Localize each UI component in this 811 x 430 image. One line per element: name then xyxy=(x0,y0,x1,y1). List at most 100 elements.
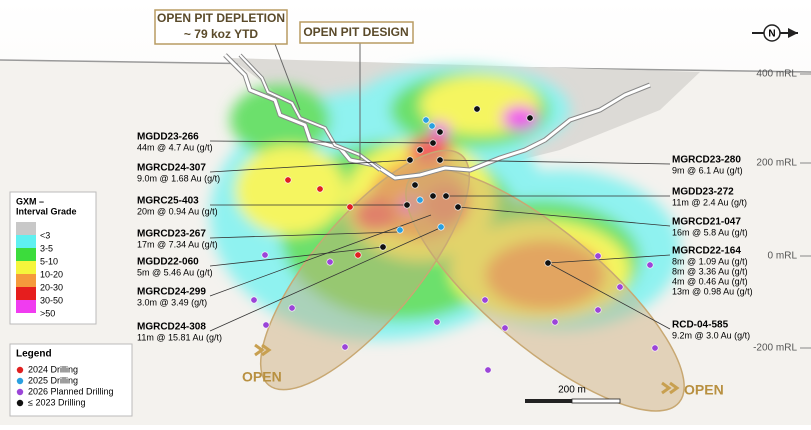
drill-hole xyxy=(288,304,296,312)
legend-dot xyxy=(16,366,24,374)
drill-hole xyxy=(442,192,450,200)
leader xyxy=(547,254,671,264)
drill-hole xyxy=(416,196,424,204)
leader xyxy=(209,231,399,239)
drill-hole xyxy=(484,366,492,374)
hole-intercept: 4m @ 0.46 Au (g/t) xyxy=(672,276,748,286)
drill-hole xyxy=(316,185,324,193)
drill-hole xyxy=(416,146,424,154)
drill-hole xyxy=(428,122,436,130)
leader xyxy=(209,227,441,332)
north-arrow: N xyxy=(752,24,798,42)
elevations: 400 mRL 200 mRL 0 mRL -200 mRL xyxy=(753,69,811,354)
drill-hole xyxy=(454,203,462,211)
grade-class: 30-50 xyxy=(40,295,63,305)
leader xyxy=(209,159,411,173)
drill-hole xyxy=(346,203,354,211)
leader xyxy=(547,262,671,330)
legend-dot xyxy=(16,399,24,407)
legend-box xyxy=(9,343,133,417)
design-label: OPEN PIT DESIGN xyxy=(303,25,408,39)
legend-label: 2024 Drilling xyxy=(28,364,78,374)
drill-holes xyxy=(250,105,659,374)
elevation-label: 400 mRL xyxy=(756,69,797,80)
grade-class: 10-20 xyxy=(40,269,63,279)
drill-hole xyxy=(411,181,419,189)
legend-dot xyxy=(16,388,24,396)
grade-class: >50 xyxy=(40,308,55,318)
hole-intercept: 20m @ 0.94 Au (g/t) xyxy=(137,206,218,216)
leader xyxy=(209,140,434,144)
grade-swatch xyxy=(16,248,36,261)
drill-hole xyxy=(261,251,269,259)
drill-hole xyxy=(250,296,258,304)
hole-intercept: 17m @ 7.34 Au (g/t) xyxy=(137,239,218,249)
open-label: OPEN xyxy=(684,382,724,398)
drill-hole xyxy=(326,258,334,266)
grade-legend-title: Interval Grade xyxy=(16,206,77,216)
hole-name: MGRCD21-047 xyxy=(672,217,741,228)
drill-hole xyxy=(433,318,441,326)
legend-label: 2026 Planned Drilling xyxy=(28,386,114,396)
drill-hole xyxy=(403,201,411,209)
drill-hole xyxy=(437,223,445,231)
drill-hole xyxy=(436,128,444,136)
drill-hole xyxy=(616,283,624,291)
scale-bar: 200 m xyxy=(525,385,621,404)
hole-intercept: 9.0m @ 1.68 Au (g/t) xyxy=(137,173,220,183)
hole-intercept: 44m @ 4.7 Au (g/t) xyxy=(137,142,213,152)
hole-intercept: 9m @ 6.1 Au (g/t) xyxy=(672,165,743,175)
hole-name: MGRCD23-280 xyxy=(672,155,741,166)
drill-hole xyxy=(429,139,437,147)
hole-intercept: 8m @ 1.09 Au (g/t) xyxy=(672,256,748,266)
hole-intercept: 5m @ 5.46 Au (g/t) xyxy=(137,267,213,277)
hole-intercept: 8m @ 3.36 Au (g/t) xyxy=(672,266,748,276)
hole-name: MGRC25-403 xyxy=(137,196,199,207)
design-box xyxy=(299,21,414,44)
hole-name: MGDD23-266 xyxy=(137,132,199,143)
depletion-label: OPEN PIT DEPLETION xyxy=(157,11,285,25)
grade-swatch xyxy=(16,287,36,300)
drill-hole xyxy=(396,226,404,234)
grade-swatch xyxy=(16,222,36,235)
leader xyxy=(457,206,671,227)
drill-hole xyxy=(341,343,349,351)
leader xyxy=(274,43,301,111)
grade-class: <3 xyxy=(40,230,50,240)
leader xyxy=(439,159,671,165)
hole-name: MGRCD24-307 xyxy=(137,163,206,174)
hole-name: MGRCD22-164 xyxy=(672,246,741,257)
drill-hole xyxy=(594,306,602,314)
drill-hole xyxy=(481,296,489,304)
grade-swatch xyxy=(16,261,36,274)
hole-intercept: 13m @ 0.98 Au (g/t) xyxy=(672,286,753,296)
drill-hole xyxy=(646,261,654,269)
legend-label: 2025 Drilling xyxy=(28,375,78,385)
grade-class: 3-5 xyxy=(40,243,53,253)
drill-hole xyxy=(651,344,659,352)
grade-class: 20-30 xyxy=(40,282,63,292)
hole-name: MGRCD23-267 xyxy=(137,229,206,240)
drill-hole xyxy=(262,321,270,329)
drill-hole xyxy=(594,252,602,260)
grade-class: 5-10 xyxy=(40,256,58,266)
drill-hole xyxy=(422,116,430,124)
drill-hole xyxy=(436,156,444,164)
drill-hole xyxy=(473,105,481,113)
grade-swatch xyxy=(16,235,36,248)
drill-hole xyxy=(284,176,292,184)
pit-outline xyxy=(223,53,651,181)
grade-legend: GXM –Interval Grade <3 3-5 5-10 10-20 20-30 30… xyxy=(16,196,77,318)
hole-intercept: 3.0m @ 3.49 (g/t) xyxy=(137,297,207,307)
depletion-label: ~ 79 koz YTD xyxy=(184,27,258,41)
elevation-label: 0 mRL xyxy=(768,251,798,262)
open-label: OPEN xyxy=(242,369,282,385)
hole-name: MGRCD24-308 xyxy=(137,322,206,333)
drill-hole xyxy=(406,156,414,164)
drill-hole xyxy=(551,318,559,326)
leader xyxy=(209,246,384,267)
grade-swatch xyxy=(16,274,36,287)
drill-hole xyxy=(544,259,552,267)
